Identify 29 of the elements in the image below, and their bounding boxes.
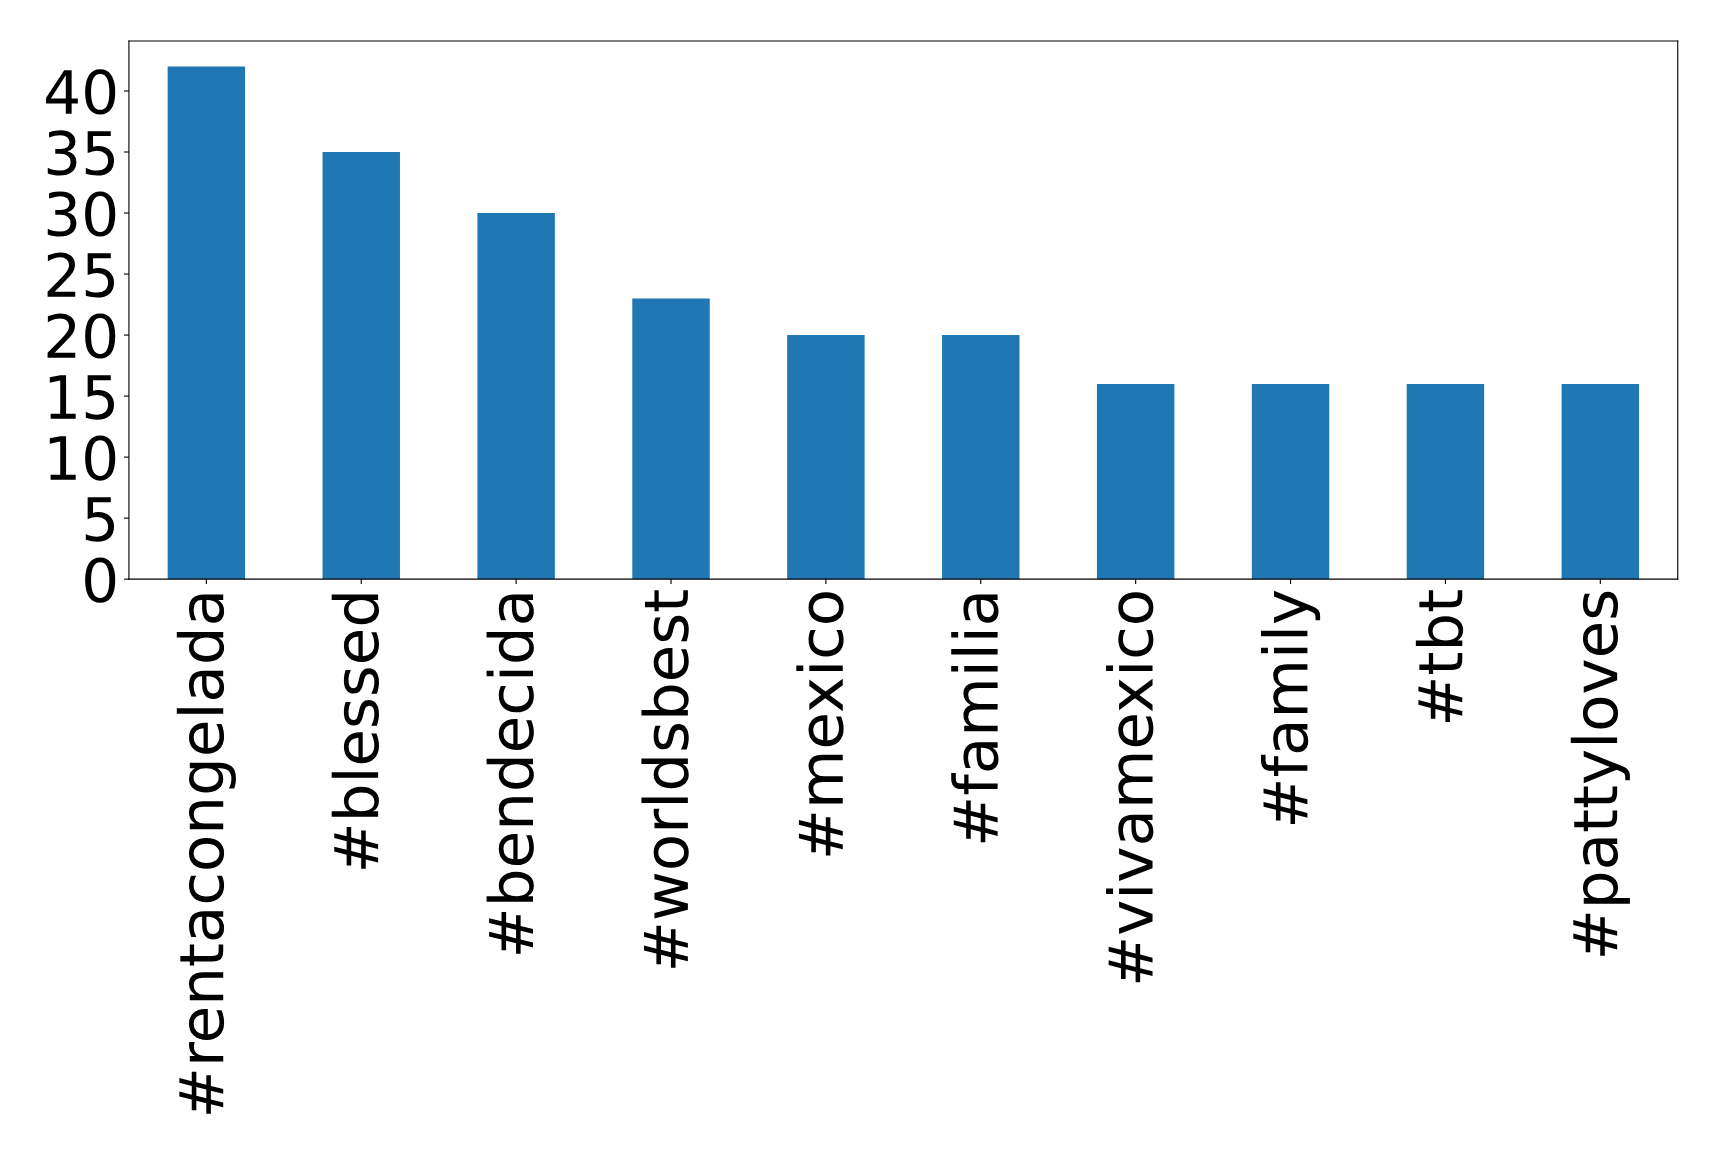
x-tick-label: #tbt bbox=[1415, 590, 1464, 723]
y-tick-label: 40 bbox=[46, 69, 116, 115]
y-tick-label: 20 bbox=[47, 313, 116, 359]
bar bbox=[632, 298, 710, 580]
x-tick-label: #mexico bbox=[796, 592, 844, 856]
bar bbox=[1561, 383, 1640, 580]
x-tick-label: #familia bbox=[951, 594, 999, 843]
bar bbox=[477, 213, 555, 580]
x-tick-label: #bendecida bbox=[486, 594, 534, 954]
x-tick-label: #pattyloves bbox=[1570, 591, 1630, 956]
bar bbox=[1251, 383, 1330, 580]
bar bbox=[322, 152, 400, 580]
bar bbox=[167, 66, 246, 580]
bar bbox=[1096, 383, 1175, 580]
y-tick-label: 30 bbox=[47, 191, 116, 237]
x-tick-label: #worldsbest bbox=[641, 590, 689, 968]
bar bbox=[787, 335, 865, 580]
y-tick-label: 10 bbox=[49, 435, 116, 481]
x-tick-label: #rentacongelada bbox=[176, 594, 236, 1114]
x-tick-label: #vivamexico bbox=[1106, 592, 1154, 983]
bar bbox=[942, 335, 1020, 580]
x-tick-label: #family bbox=[1260, 590, 1321, 824]
bar bbox=[1406, 383, 1485, 580]
x-tick-label: #blessed bbox=[331, 594, 379, 869]
y-tick-label: 25 bbox=[47, 252, 114, 298]
y-tick-label: 35 bbox=[47, 130, 114, 176]
y-tick-label: 15 bbox=[49, 375, 114, 420]
y-tick-label: 0 bbox=[85, 557, 116, 603]
y-tick-label: 5 bbox=[85, 497, 114, 542]
